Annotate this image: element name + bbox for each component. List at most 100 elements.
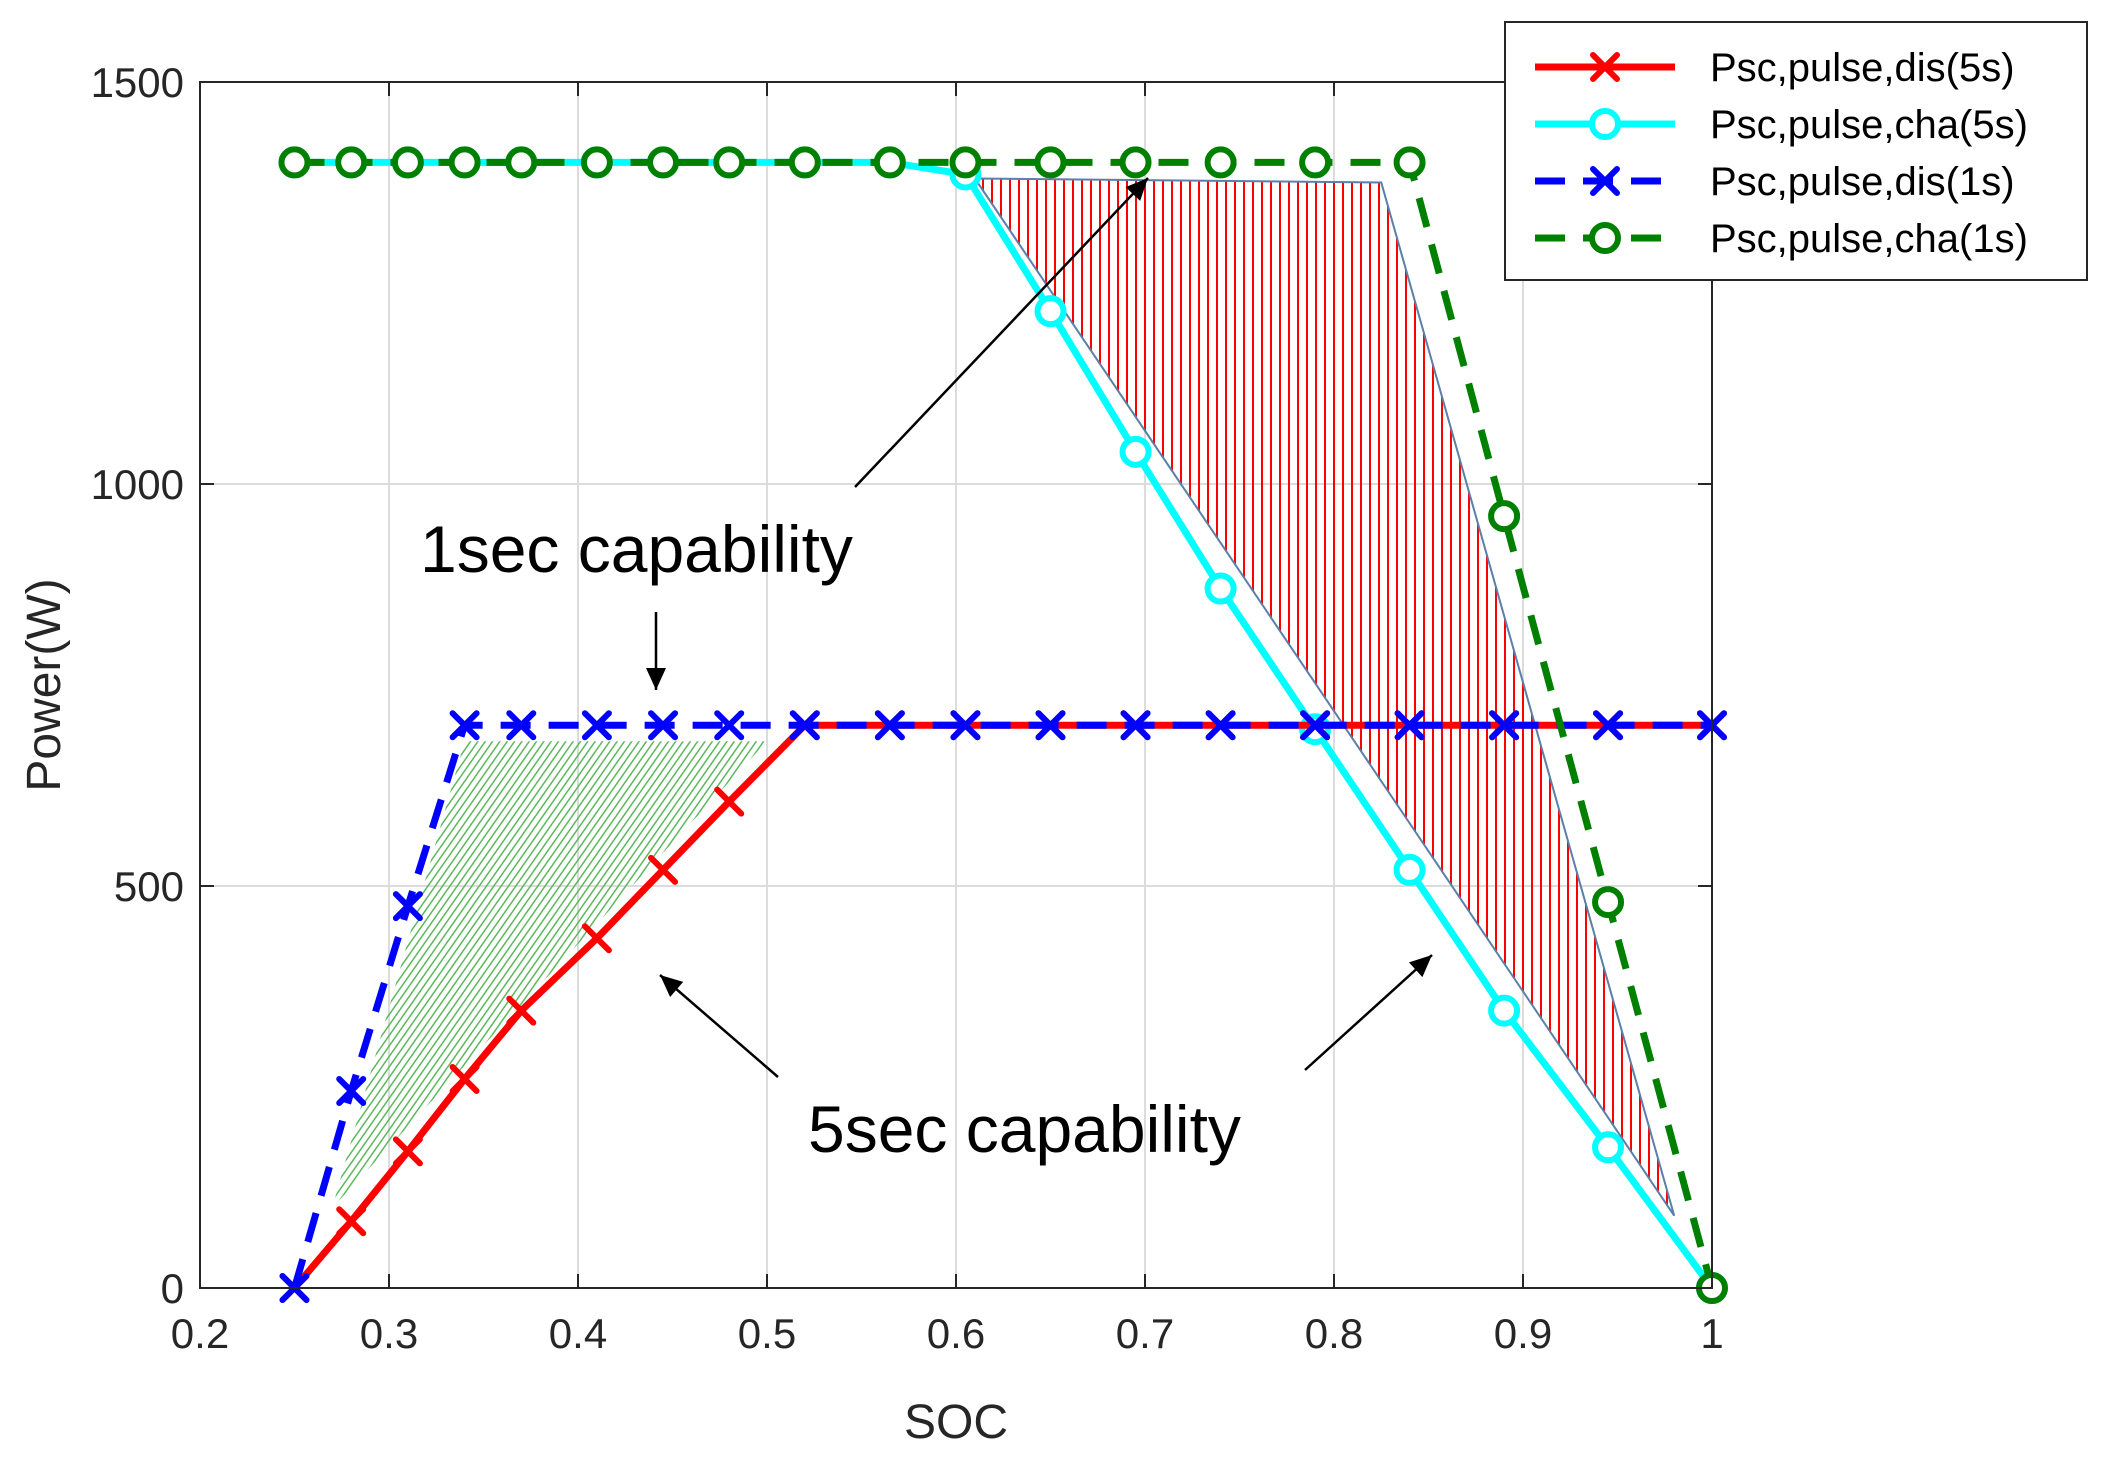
annotations: 1sec capability 5sec capability (420, 177, 1433, 1166)
tick-labels: 0.2 0.3 0.4 0.5 0.6 0.7 0.8 0.9 1 0 500 1000 1500 (91, 59, 1724, 1357)
marker-stroke (1394, 710, 1425, 741)
data-point (1034, 295, 1067, 328)
arrow-head (1125, 178, 1148, 201)
arrow-to-discharge-1s (646, 612, 666, 690)
series-2 (279, 710, 1727, 1303)
data-point (580, 146, 613, 179)
marker-stroke (392, 891, 423, 922)
data-point (278, 146, 311, 179)
legend-entry: Psc,pulse,cha(5s) (1535, 103, 2028, 147)
y-tick-label: 1500 (91, 59, 184, 106)
arrow-to-charge-5s (1304, 954, 1433, 1071)
marker-stroke (789, 710, 820, 741)
data-point (392, 1136, 423, 1167)
data-point (335, 146, 368, 179)
data-point (1488, 994, 1521, 1027)
data-point (714, 710, 745, 741)
marker-stroke (449, 710, 480, 741)
marker-stroke (1590, 52, 1620, 82)
marker-stroke (506, 710, 537, 741)
marker-stroke (392, 1136, 423, 1167)
data-point (648, 710, 679, 741)
marker-stroke (336, 1076, 367, 1107)
data-point (950, 710, 981, 741)
data-point (1593, 710, 1624, 741)
data-point (789, 710, 820, 741)
legend-label: Psc,pulse,cha(5s) (1710, 103, 2028, 147)
x-axis-label: SOC (904, 1396, 1008, 1449)
data-point (581, 923, 612, 954)
shaded-region-5s-vs-1s-charge (973, 177, 1676, 1217)
data-point (647, 146, 680, 179)
marker-stroke (1300, 710, 1331, 741)
x-tick-label: 0.2 (171, 1310, 229, 1357)
data-point (506, 710, 537, 741)
data-point (505, 146, 538, 179)
data-point (1300, 710, 1331, 741)
arrow-to-charge-region (854, 177, 1149, 488)
x-tick-label: 0.8 (1305, 1310, 1363, 1357)
data-point (1394, 710, 1425, 741)
annotation-5sec-capability: 5sec capability (808, 1092, 1241, 1166)
y-tick-label: 1000 (91, 461, 184, 508)
series-group (278, 146, 1728, 1304)
legend-label: Psc,pulse,dis(1s) (1710, 160, 2015, 204)
data-point (1034, 146, 1067, 179)
capability-shading (332, 177, 1676, 1217)
series-3 (278, 146, 1728, 1304)
data-point (1393, 853, 1426, 886)
legend-label: Psc,pulse,dis(5s) (1710, 46, 2015, 90)
data-point (1489, 710, 1520, 741)
x-tick-label: 0.9 (1494, 1310, 1552, 1357)
legend: Psc,pulse,dis(5s) Psc,pulse,cha(5s) Psc,pu… (1504, 21, 2088, 281)
x-tick-label: 0.4 (549, 1310, 607, 1357)
marker-stroke (1120, 710, 1151, 741)
y-axis-label: Power(W) (18, 578, 71, 791)
x-tick-label: 0.5 (738, 1310, 796, 1357)
arrow-shaft (1304, 954, 1433, 1071)
marker-stroke (581, 710, 612, 741)
data-point (336, 1076, 367, 1107)
data-point (449, 710, 480, 741)
data-point (648, 854, 679, 885)
data-point (581, 710, 612, 741)
y-tick-label: 500 (114, 863, 184, 910)
arrow-to-discharge-region (659, 974, 779, 1078)
data-point (713, 146, 746, 179)
legend-entry: Psc,pulse,dis(5s) (1535, 46, 2015, 90)
y-tick-label: 0 (161, 1265, 184, 1312)
data-point (448, 146, 481, 179)
legend-marker (1589, 222, 1621, 254)
x-tick-label: 0.3 (360, 1310, 418, 1357)
data-point (1035, 710, 1066, 741)
marker-stroke (506, 995, 537, 1026)
legend-entry: Psc,pulse,cha(1s) (1535, 217, 2028, 261)
data-point (788, 146, 821, 179)
x-tick-label: 1 (1700, 1310, 1723, 1357)
data-point (392, 891, 423, 922)
data-point (1592, 1131, 1625, 1164)
data-point (1120, 710, 1151, 741)
arrow-head (1408, 955, 1432, 978)
arrow-shaft (854, 177, 1149, 488)
data-point (1204, 146, 1237, 179)
marker-stroke (714, 710, 745, 741)
data-point (449, 1063, 480, 1094)
marker-stroke (1593, 710, 1624, 741)
marker-stroke (581, 923, 612, 954)
legend-marker (1589, 108, 1621, 140)
shaded-region-5s-vs-1s-discharge (332, 741, 767, 1208)
legend-label: Psc,pulse,cha(1s) (1710, 217, 2028, 261)
data-point (874, 710, 905, 741)
marker-stroke (1205, 710, 1236, 741)
marker-stroke (1590, 166, 1620, 196)
data-point (1205, 710, 1236, 741)
data-point (1204, 572, 1237, 605)
data-point (1119, 146, 1152, 179)
data-point (1119, 435, 1152, 468)
data-point (1299, 146, 1332, 179)
marker-stroke (874, 710, 905, 741)
data-point (336, 1206, 367, 1237)
x-tick-label: 0.7 (1116, 1310, 1174, 1357)
